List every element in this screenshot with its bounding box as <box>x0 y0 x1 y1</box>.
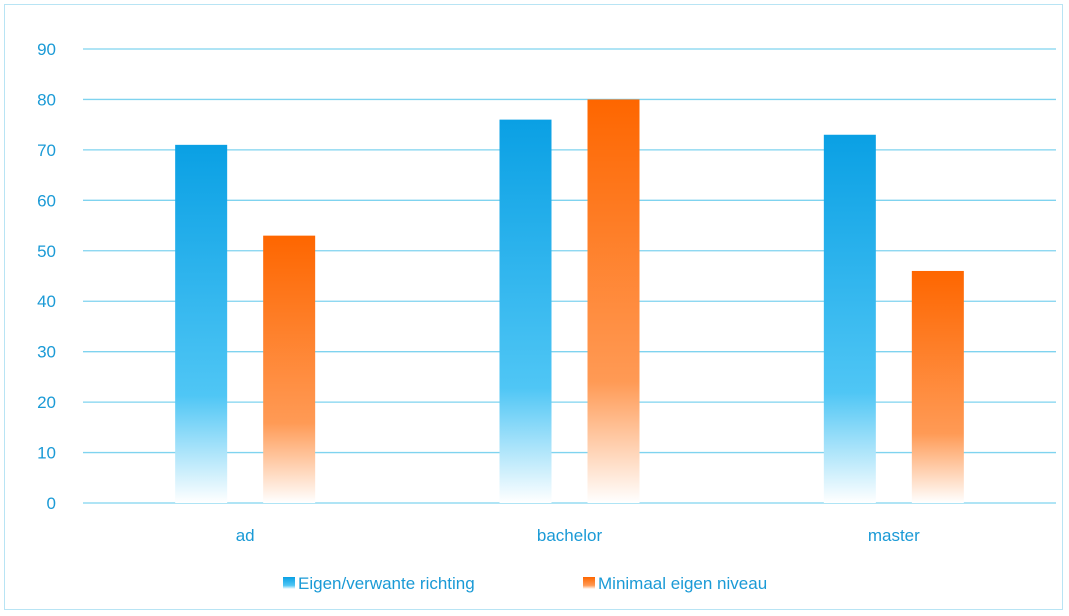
bar-ad-series-1 <box>175 144 228 503</box>
y-tick-label: 50 <box>37 242 56 261</box>
bar-bachelor-series-1 <box>499 119 552 503</box>
x-category-label: ad <box>236 526 255 545</box>
gridlines <box>83 48 1056 504</box>
legend-label-series-2: Minimaal eigen niveau <box>598 574 767 593</box>
bar-master-series-2 <box>911 270 964 503</box>
legend-swatch-series-2 <box>583 577 595 589</box>
x-axis-labels: ad bachelor master <box>236 526 920 545</box>
y-tick-label: 90 <box>37 40 56 59</box>
y-tick-label: 0 <box>47 494 56 513</box>
legend-label-series-1: Eigen/verwante richting <box>298 574 475 593</box>
bar-master-series-1 <box>823 134 876 503</box>
y-tick-label: 40 <box>37 292 56 311</box>
x-category-label: bachelor <box>537 526 603 545</box>
y-tick-label: 30 <box>37 343 56 362</box>
bar-bachelor-series-2 <box>587 99 640 503</box>
y-tick-label: 10 <box>37 444 56 463</box>
y-tick-label: 80 <box>37 90 56 109</box>
y-axis-ticks: 0 10 20 30 40 50 60 70 80 90 <box>37 40 56 513</box>
legend: Eigen/verwante richting Minimaal eigen ni… <box>283 574 767 593</box>
x-category-label: master <box>868 526 920 545</box>
bars <box>175 99 964 503</box>
bar-ad-series-2 <box>263 235 316 503</box>
y-tick-label: 60 <box>37 191 56 210</box>
legend-swatch-series-1 <box>283 577 295 589</box>
y-tick-label: 70 <box>37 141 56 160</box>
y-tick-label: 20 <box>37 393 56 412</box>
